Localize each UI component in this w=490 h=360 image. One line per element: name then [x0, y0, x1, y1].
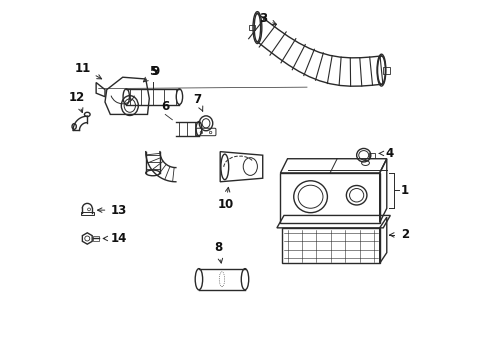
Text: 9: 9	[144, 66, 159, 82]
Text: 1: 1	[401, 184, 409, 197]
Bar	[383, 67, 390, 74]
Text: 10: 10	[218, 187, 234, 211]
Text: 2: 2	[401, 229, 409, 242]
Text: 5: 5	[149, 65, 157, 78]
Text: 8: 8	[214, 242, 222, 263]
Text: 14: 14	[103, 232, 127, 245]
Bar	[93, 237, 98, 240]
Text: 4: 4	[379, 147, 393, 160]
Text: 11: 11	[74, 62, 101, 79]
Bar	[369, 153, 375, 158]
Text: 6: 6	[161, 100, 170, 113]
Bar	[248, 25, 255, 31]
Text: 13: 13	[98, 204, 126, 217]
Text: 12: 12	[69, 91, 85, 113]
Text: 3: 3	[259, 12, 276, 25]
Bar	[81, 212, 94, 215]
Text: 7: 7	[193, 93, 203, 111]
